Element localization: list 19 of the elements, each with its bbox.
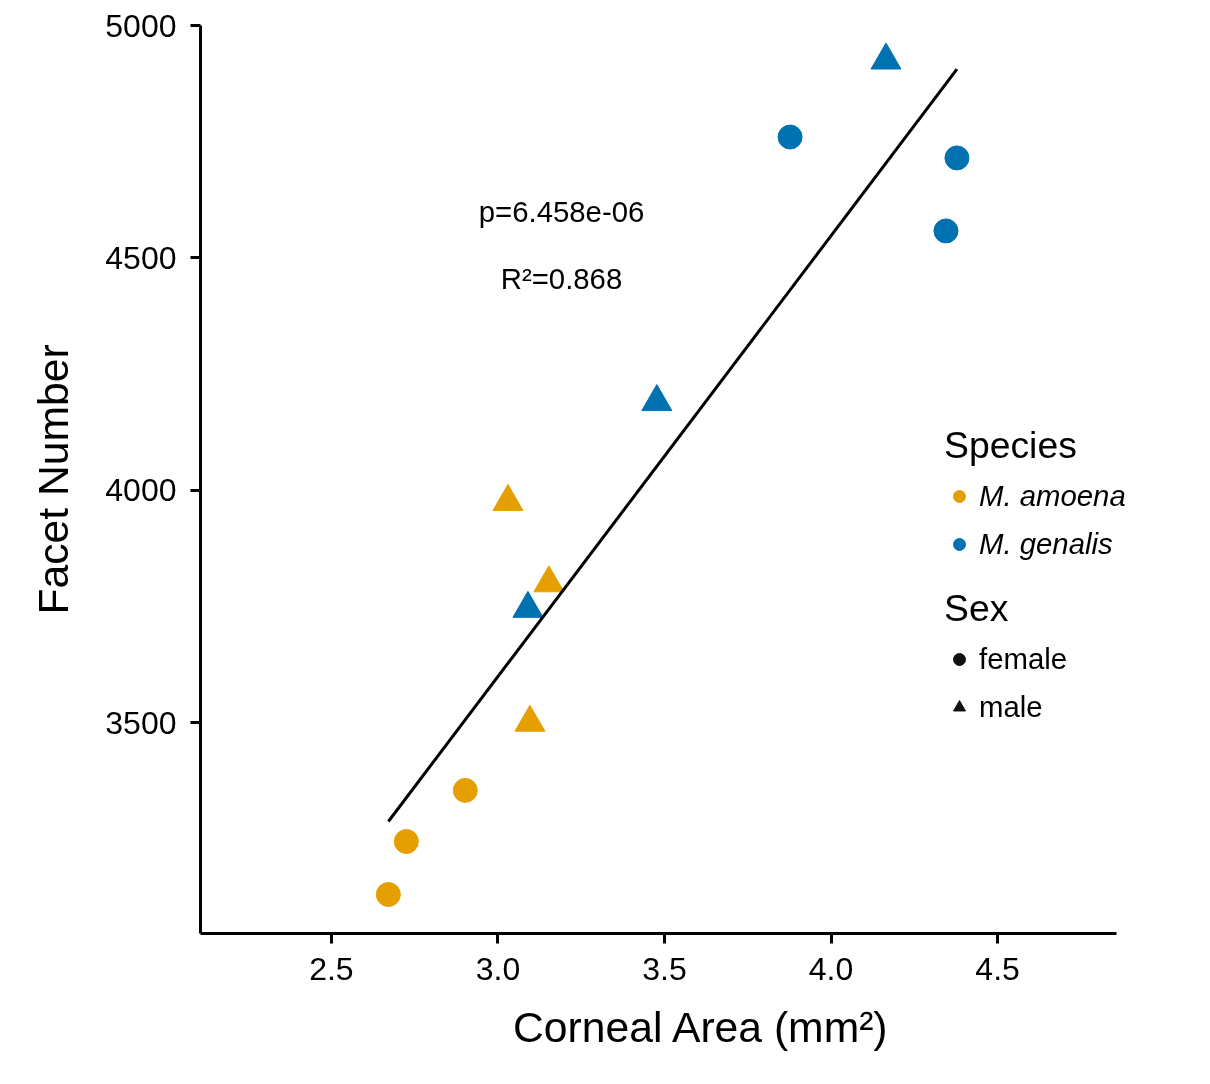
x-tick-label: 3.0: [475, 950, 521, 987]
y-axis-title: Facet Number: [29, 344, 78, 615]
x-tick-label: 3.5: [642, 950, 687, 987]
x-tick-label: 4.0: [808, 950, 854, 987]
legend-label: M. amoena: [979, 479, 1126, 513]
x-tick-label: 2.5: [309, 950, 354, 987]
legend-title: Species: [944, 424, 1078, 467]
y-tick-label: 5000: [105, 7, 177, 44]
legend-label: M. genalis: [979, 527, 1113, 561]
annotation: R²=0.868: [500, 262, 623, 295]
y-tick-label: 4500: [105, 239, 177, 276]
legend-label: male: [979, 690, 1043, 724]
annotation: p=6.458e-06: [478, 195, 645, 228]
legend-label: female: [979, 642, 1068, 676]
annotation: Sex: [944, 587, 1010, 630]
x-tick-label: 4.5: [975, 950, 1020, 987]
y-tick-label: 3500: [105, 704, 177, 741]
x-axis-title: Corneal Area (mm²): [513, 1002, 888, 1051]
y-tick-label: 4000: [105, 472, 177, 509]
